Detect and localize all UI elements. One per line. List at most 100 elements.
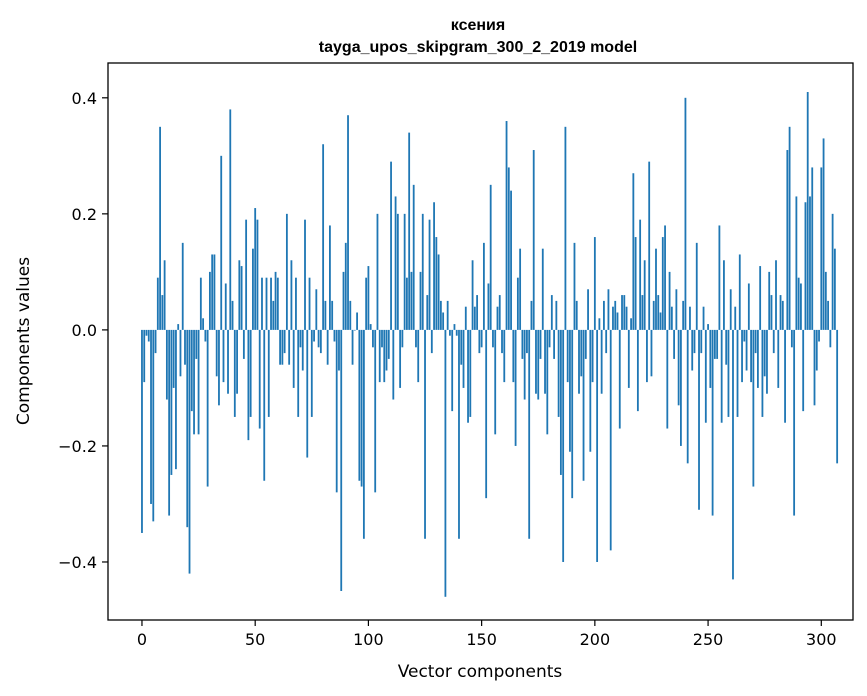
bar-280 [775, 260, 777, 330]
bar-66 [290, 260, 293, 330]
y-axis: −0.4 −0.2 0.0 0.2 0.4 [58, 89, 108, 572]
x-tick-label-5: 250 [693, 630, 724, 649]
bar-298 [815, 329, 818, 371]
bar-9 [161, 295, 164, 330]
bar-121 [415, 329, 417, 348]
bar-103 [374, 329, 377, 493]
bar-226 [652, 300, 655, 330]
bar-158 [498, 295, 501, 330]
bar-81 [324, 300, 327, 330]
bar-269 [750, 329, 752, 383]
bar-262 [734, 306, 737, 330]
bar-243 [691, 329, 694, 371]
bar-56 [267, 329, 270, 417]
bar-43 [238, 260, 241, 330]
bar-237 [677, 329, 680, 406]
bar-227 [655, 248, 657, 330]
bar-99 [365, 277, 368, 330]
bar-222 [643, 260, 646, 330]
bar-190 [571, 329, 574, 499]
bar-94 [353, 329, 356, 331]
bar-110 [390, 161, 392, 330]
bar-250 [707, 324, 709, 330]
bar-8 [159, 126, 161, 330]
bar-128 [430, 329, 433, 354]
bar-71 [301, 329, 304, 371]
bar-82 [326, 329, 329, 365]
bar-274 [761, 329, 764, 417]
bar-14 [172, 329, 175, 388]
bar-305 [831, 213, 834, 330]
bar-210 [616, 312, 619, 330]
bar-230 [661, 237, 664, 330]
bar-173 [532, 150, 535, 330]
bar-251 [709, 329, 712, 388]
bar-304 [829, 329, 832, 348]
plot-frame [107, 62, 854, 621]
bar-2 [145, 329, 148, 336]
bar-136 [449, 329, 451, 336]
bar-259 [727, 329, 730, 417]
bar-218 [634, 237, 637, 330]
y-tick-label-4: 0.4 [72, 89, 97, 108]
bar-87 [338, 329, 340, 371]
bar-186 [562, 329, 565, 562]
bar-111 [392, 329, 395, 400]
bar-202 [598, 318, 601, 330]
bar-106 [381, 329, 383, 348]
bar-278 [770, 295, 773, 330]
bar-152 [485, 329, 488, 499]
bar-143 [464, 306, 467, 330]
bar-182 [553, 329, 555, 359]
bar-200 [593, 237, 596, 330]
bar-172 [530, 300, 533, 330]
bar-240 [684, 97, 687, 330]
bar-252 [711, 329, 714, 516]
bar-6 [154, 329, 157, 354]
bar-263 [736, 329, 739, 417]
bar-267 [745, 329, 748, 371]
bar-109 [387, 329, 390, 359]
bar-46 [245, 219, 248, 330]
bar-195 [582, 329, 585, 481]
bar-153 [487, 283, 490, 330]
bar-271 [754, 329, 757, 354]
bar-214 [625, 306, 628, 330]
bar-133 [442, 312, 445, 330]
x-axis: 0 50 100 150 200 250 300 [137, 620, 837, 649]
bar-122 [417, 329, 420, 383]
bar-118 [408, 132, 411, 330]
x-tick-label-3: 150 [466, 630, 497, 649]
bar-45 [242, 329, 245, 359]
bar-95 [356, 312, 358, 330]
bar-51 [256, 219, 259, 330]
bar-86 [335, 329, 338, 493]
bar-235 [673, 329, 676, 359]
bar-273 [759, 266, 762, 330]
bar-279 [772, 329, 775, 354]
bar-163 [510, 190, 512, 330]
bar-126 [426, 295, 429, 330]
bar-119 [410, 271, 413, 330]
bar-174 [535, 329, 537, 394]
bar-185 [559, 329, 562, 475]
bar-264 [738, 254, 741, 330]
bar-287 [790, 329, 793, 348]
bar-242 [689, 306, 691, 330]
bar-175 [537, 329, 540, 400]
bar-306 [833, 248, 836, 330]
bar-63 [283, 329, 286, 354]
bar-47 [247, 329, 250, 441]
bar-244 [693, 329, 696, 354]
bar-67 [292, 329, 295, 388]
bar-211 [618, 329, 621, 429]
bar-21 [188, 329, 191, 574]
bar-49 [252, 248, 254, 330]
bar-74 [308, 277, 311, 330]
bar-5 [152, 329, 155, 522]
bar-258 [725, 329, 728, 365]
bar-44 [240, 266, 243, 330]
bar-117 [406, 277, 408, 330]
bar-164 [512, 329, 515, 383]
bar-40 [231, 300, 234, 330]
